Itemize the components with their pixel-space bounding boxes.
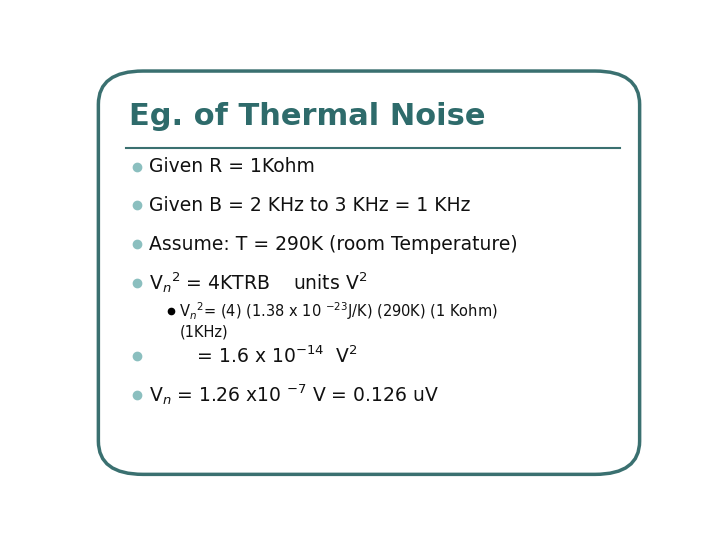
Text: (1KHz): (1KHz) — [179, 325, 228, 340]
Text: V$_n$$^2$ = 4KTRB    units V$^2$: V$_n$$^2$ = 4KTRB units V$^2$ — [148, 271, 366, 295]
Text: V$_n$$^2$= (4) (1.38 x 10 $^{-23}$J/K) (290K) (1 Kohm): V$_n$$^2$= (4) (1.38 x 10 $^{-23}$J/K) (… — [179, 300, 498, 322]
Text: Given B = 2 KHz to 3 KHz = 1 KHz: Given B = 2 KHz to 3 KHz = 1 KHz — [148, 196, 470, 215]
Text: Assume: T = 290K (room Temperature): Assume: T = 290K (room Temperature) — [148, 234, 517, 253]
Text: = 1.6 x 10$^{-14}$  V$^2$: = 1.6 x 10$^{-14}$ V$^2$ — [148, 346, 357, 367]
Text: V$_n$ = 1.26 x10 $^{-7}$ V = 0.126 uV: V$_n$ = 1.26 x10 $^{-7}$ V = 0.126 uV — [148, 382, 438, 407]
Text: Given R = 1Kohm: Given R = 1Kohm — [148, 157, 315, 176]
Text: Eg. of Thermal Noise: Eg. of Thermal Noise — [129, 102, 485, 131]
FancyBboxPatch shape — [99, 71, 639, 474]
